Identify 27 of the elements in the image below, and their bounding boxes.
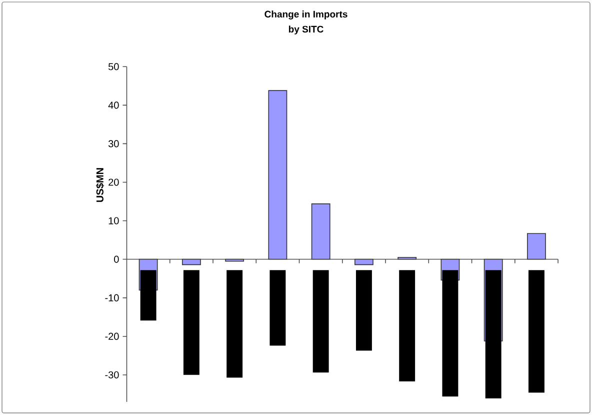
bar [442,270,458,396]
bar [268,90,288,260]
bar [182,258,201,266]
bar [399,270,416,382]
chart-title: Change in Imports [264,10,348,20]
y-tick-label: 20 [108,178,119,186]
bar [356,270,372,351]
bar [140,270,156,321]
y-tick-label: 40 [108,102,119,109]
y-tick-label: -30 [105,371,119,378]
bar [485,270,502,398]
bar [311,203,330,260]
y-tick-label: 10 [108,217,119,224]
chart-subtitle: by SITC [288,26,324,34]
bar [312,270,329,373]
y-tick-label: 50 [108,63,119,70]
bar [528,270,544,393]
y-tick-label: 0 [114,256,119,263]
y-tick-label: -10 [105,294,119,302]
bar [183,270,200,375]
y-tick-label: 30 [108,140,119,148]
y-tick-label: -20 [105,332,119,340]
bar [354,258,374,266]
bar [270,270,286,346]
bar [527,233,546,260]
y-axis-title: US$MN [96,168,104,202]
bar [226,270,243,378]
